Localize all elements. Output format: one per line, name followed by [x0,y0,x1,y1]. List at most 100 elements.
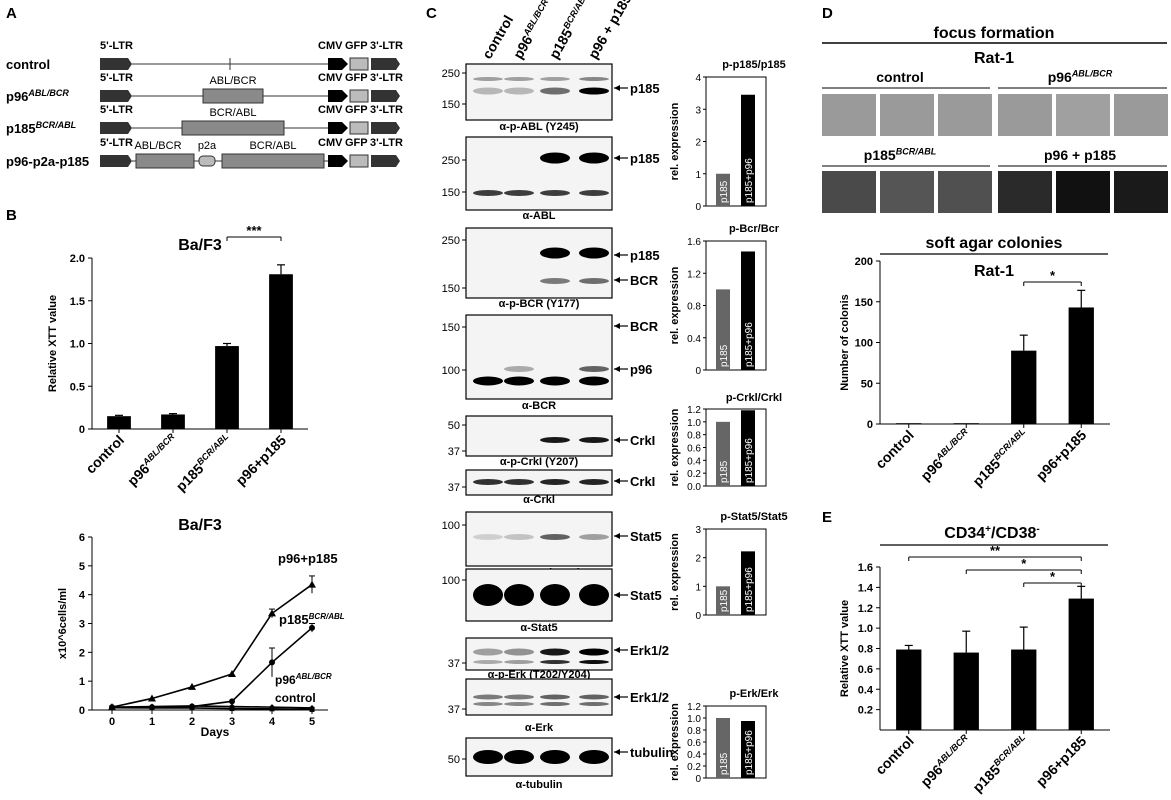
y-axis-label: Number of colonis [839,294,851,391]
chart-frame [705,705,767,779]
blot-band [504,190,534,196]
segment-label: ABL/BCR [209,75,256,87]
ltr5-label: 5'-LTR [100,40,133,52]
x-tick-label: 3 [229,716,235,728]
label-main: p96+p185 [232,432,289,489]
group-label: control [876,69,923,85]
band-arrowhead [614,478,620,484]
chart-title: p-Stat5/Stat5 [720,511,787,523]
bar-label: p185+p96 [744,438,755,483]
label-main: p96 + p185 [585,0,635,61]
mw-marker: 37 [448,446,460,458]
bar [716,586,730,615]
y-tick-label: 1.6 [858,562,873,574]
segment-label: BCR/ABL [249,140,296,152]
significance-label: ** [990,543,1001,558]
blot-band [540,660,570,664]
x-tick-label: p96ABL/BCR [917,426,975,484]
band-arrowhead [614,85,620,91]
culture-well-image [998,94,1052,136]
x-tick-label: p185BCR/ABL [969,732,1032,795]
label-sup: BCR/ABL [896,146,937,156]
data-point [229,706,235,712]
blot-band [473,694,503,700]
y-tick-label: 0.0 [687,482,701,493]
y-axis-label: rel. expression [669,703,681,781]
construct-label: p96ABL/BCR [6,88,69,104]
bar [716,718,730,778]
mw-marker: 250 [442,155,460,167]
x-tick-label: control [82,432,127,477]
y-tick-label: 0.8 [858,644,873,656]
chart-title: soft agar colonies [926,235,1063,252]
y-tick-label: 6 [79,532,85,544]
significance-label: * [1050,569,1056,584]
y-tick-label: 2.0 [70,253,85,265]
bar-label: p185+p96 [744,158,755,203]
culture-well-image [1114,171,1168,213]
abl-bcr-box [202,88,264,104]
panel-letter-d: D [822,5,833,22]
ltr5-label: 5'-LTR [100,104,133,116]
data-point [148,694,156,702]
y-tick-label: 0 [695,611,701,622]
mw-marker: 150 [442,283,460,295]
antibody-label: α-BCR [522,400,556,412]
bar [953,652,979,730]
band-arrowhead [614,437,620,443]
construct-row-control: control 5'-LTR CMV GFP 3'-LTR [6,40,403,72]
title-part: + [985,524,991,535]
label-sup: BCR/ABL [991,426,1027,462]
chart-title: Ba/F3 [178,237,222,254]
segment-label: BCR/ABL [209,107,256,119]
y-tick-label: 0.2 [687,762,701,773]
bar [161,414,185,429]
x-axis-label: Days [201,725,230,739]
data-point [188,682,196,690]
blot-band [579,152,609,164]
mw-marker: 150 [442,322,460,334]
y-tick-label: 0.6 [687,444,701,455]
chart-title: p-p185/p185 [722,59,786,71]
blot-membrane [465,314,613,400]
bar [716,289,730,370]
antibody-label: α-CrkI [523,494,555,506]
blot-band [473,479,503,485]
x-tick-label: 5 [309,716,315,728]
culture-well-image [822,171,876,213]
chart-title: p-Erk/Erk [730,688,780,700]
y-tick-label: 1.0 [687,714,701,725]
label-sup: ABL/BCR [933,732,970,769]
bar-label: p185 [719,460,730,483]
construct-label: p185BCR/ABL [6,120,76,136]
blot-band [579,190,609,196]
lane-label: p96 + p185 [585,0,635,61]
band-label: Stat5 [630,529,662,544]
blot-band [504,479,534,485]
y-tick-label: 1.2 [687,405,701,416]
blot-band [540,376,570,386]
y-axis-label: rel. expression [669,408,681,486]
gfp-box [349,89,369,103]
bar [741,410,755,486]
bar-label: p185 [719,589,730,612]
antibody-label: α-p-ABL (Y245) [499,121,579,133]
y-tick-label: 3 [79,619,85,631]
y-axis-label: Relative XTT value [47,295,59,392]
x-tick-label: p96+p185 [1033,733,1090,790]
significance-label: * [1021,556,1027,571]
band-arrowhead [614,323,620,329]
bar-label: p185 [719,752,730,775]
ltr3-label: 3'-LTR [370,40,403,52]
band-arrowhead [614,647,620,653]
significance-label: * [1050,268,1056,283]
blot-band [473,660,503,664]
x-tick-label: p96+p185 [1033,427,1090,484]
band-arrowhead [614,694,620,700]
data-point [149,705,155,711]
bar [1011,649,1037,730]
panel-letter-c: C [426,5,437,22]
bcr-abl-box [221,153,325,169]
chart-frame [705,528,767,616]
